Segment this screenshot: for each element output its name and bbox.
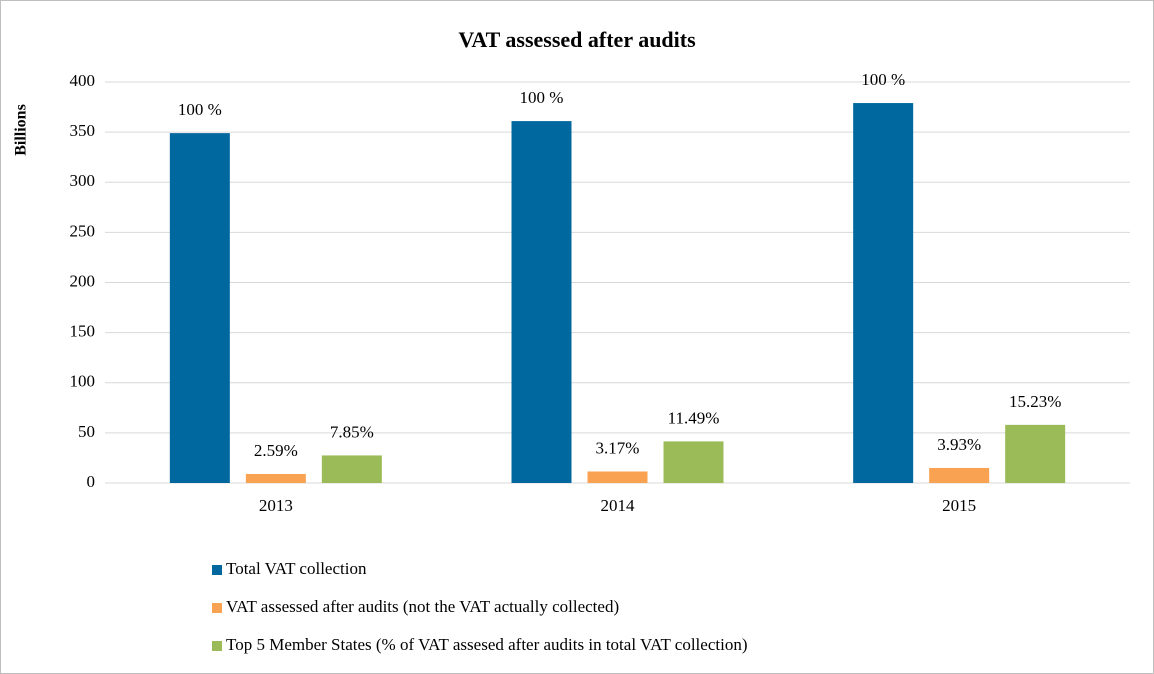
y-tick-label: 300 xyxy=(70,171,96,190)
bar xyxy=(853,103,914,484)
data-label: 11.49% xyxy=(668,408,720,427)
bar xyxy=(929,467,990,483)
data-label: 3.17% xyxy=(596,438,640,457)
bar xyxy=(511,121,572,483)
legend-swatch xyxy=(212,565,222,575)
y-tick-label: 50 xyxy=(78,422,95,441)
x-tick-label: 2015 xyxy=(942,496,976,515)
x-tick-label: 2014 xyxy=(601,496,636,515)
bar xyxy=(245,473,306,483)
chart-title: VAT assessed after audits xyxy=(458,27,696,52)
bar xyxy=(1005,424,1066,483)
y-tick-label: 250 xyxy=(70,221,96,240)
data-label: 15.23% xyxy=(1009,392,1061,411)
data-label: 100 % xyxy=(520,88,564,107)
y-axis-label: Billions xyxy=(13,104,30,156)
y-tick-label: 350 xyxy=(70,121,96,140)
bar xyxy=(587,471,648,483)
bar xyxy=(663,441,724,483)
data-label: 3.93% xyxy=(937,435,981,454)
y-tick-label: 100 xyxy=(70,372,96,391)
bar xyxy=(169,133,230,483)
y-tick-label: 200 xyxy=(70,271,96,290)
legend-label: Total VAT collection xyxy=(226,559,367,578)
x-tick-label: 2013 xyxy=(259,496,293,515)
legend-label: Top 5 Member States (% of VAT assesed af… xyxy=(226,635,747,654)
legend-label: VAT assessed after audits (not the VAT a… xyxy=(226,597,619,616)
y-tick-label: 150 xyxy=(70,322,96,341)
bar xyxy=(321,455,382,483)
legend-swatch xyxy=(212,603,222,613)
data-label: 100 % xyxy=(178,100,222,119)
data-label: 100 % xyxy=(861,70,905,89)
y-tick-label: 0 xyxy=(87,472,96,491)
legend-swatch xyxy=(212,641,222,651)
y-tick-label: 400 xyxy=(70,71,96,90)
data-label: 7.85% xyxy=(330,422,374,441)
data-label: 2.59% xyxy=(254,441,298,460)
